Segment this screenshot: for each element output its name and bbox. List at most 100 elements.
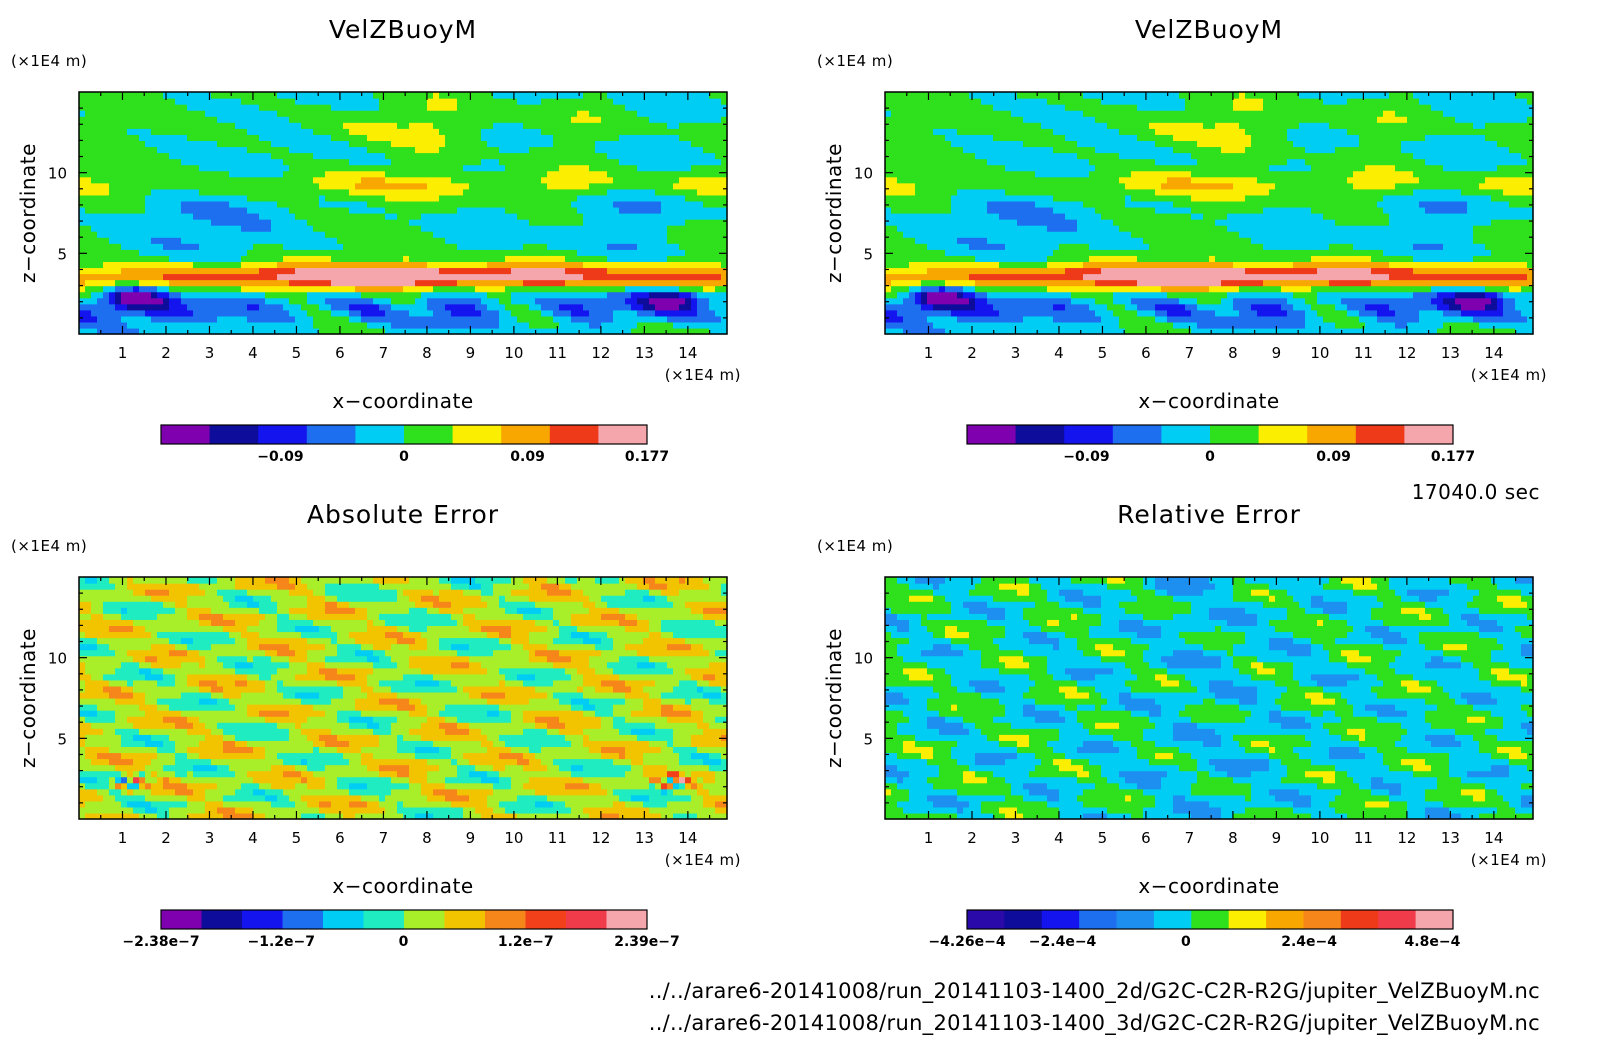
heatmap-cell [193,309,200,317]
heatmap-cell [885,285,892,293]
heatmap-cell [325,128,332,135]
heatmap-cell [631,255,638,262]
heatmap-cell [331,152,338,160]
heatmap-cell [367,200,374,208]
heatmap-cell [655,279,662,287]
heatmap-cell [325,98,332,105]
heatmap-cell [903,134,910,141]
heatmap-cell [151,134,158,141]
heatmap-cell [121,249,128,256]
heatmap-cell [517,291,524,299]
heatmap-cell [715,116,722,123]
heatmap-cell [595,98,602,105]
heatmap-cell [361,243,368,250]
heatmap-cell [199,122,206,129]
heatmap-cell [517,122,524,129]
heatmap-cell [469,158,476,166]
heatmap-cell [655,303,662,311]
heatmap-cell [921,200,928,208]
heatmap-cell [337,164,344,172]
heatmap-cell [697,206,704,214]
heatmap-cell [951,152,958,160]
heatmap-cell [187,273,194,281]
heatmap-cell [301,255,308,262]
heatmap-cell [175,176,182,184]
heatmap-cell [295,98,302,105]
heatmap-cell [505,182,512,190]
heatmap-cell [343,285,350,293]
heatmap-cell [625,122,632,129]
heatmap-cell [445,206,452,214]
heatmap-cell [397,116,404,123]
heatmap-cell [583,98,590,105]
heatmap-cell [517,182,524,190]
heatmap-cell [625,98,632,105]
heatmap-cell [715,146,722,154]
heatmap-cell [409,170,416,178]
heatmap-cell [625,249,632,256]
heatmap-cell [939,219,946,226]
heatmap-cell [379,309,386,317]
heatmap-cell [391,182,398,190]
heatmap-cell [271,231,278,238]
heatmap-cell [349,116,356,123]
heatmap-cell [589,291,596,299]
heatmap-cell [439,309,446,317]
heatmap-cell [355,213,362,220]
heatmap-cell [415,273,422,281]
heatmap-cell [511,194,518,202]
heatmap-cell [655,213,662,220]
heatmap-cell [637,243,644,250]
heatmap-cell [301,146,308,154]
heatmap-cell [715,285,722,293]
heatmap-cell [211,255,218,262]
heatmap-cell [541,285,548,293]
heatmap-cell [933,243,940,250]
heatmap-cell [933,152,940,160]
heatmap-cell [897,249,904,256]
heatmap-cell [607,285,614,293]
heatmap-cell [211,279,218,287]
heatmap-cell [511,110,518,117]
heatmap-cell [547,327,554,335]
heatmap-cell [109,291,116,299]
heatmap-cell [601,243,608,250]
heatmap-cell [181,92,188,99]
heatmap-cell [79,327,86,335]
heatmap-cell [625,206,632,214]
heatmap-cell [247,164,254,172]
heatmap-cell [541,279,548,287]
heatmap-cell [85,243,92,250]
heatmap-cell [355,182,362,190]
heatmap-cell [265,243,272,250]
heatmap-cell [691,249,698,256]
heatmap-cell [235,213,242,220]
heatmap-cell [295,243,302,250]
heatmap-cell [589,122,596,129]
heatmap-cell [619,140,626,148]
heatmap-cell [951,176,958,184]
heatmap-cell [319,225,326,232]
heatmap-cell [187,122,194,129]
heatmap-cell [133,225,140,232]
heatmap-cell [667,104,674,111]
heatmap-cell [469,134,476,141]
heatmap-cell [631,279,638,287]
heatmap-cell [199,110,206,117]
heatmap-cell [379,315,386,323]
heatmap-cell [133,200,140,208]
heatmap-cell [343,188,350,196]
heatmap-cell [957,285,964,293]
heatmap-cell [211,152,218,160]
heatmap-cell [331,98,338,105]
heatmap-cell [385,243,392,250]
heatmap-cell [133,164,140,172]
heatmap-cell [517,225,524,232]
heatmap-cell [571,152,578,160]
heatmap-cell [631,315,638,323]
heatmap-cell [553,255,560,262]
heatmap-cell [127,164,134,172]
heatmap-cell [379,219,386,226]
heatmap-cell [933,110,940,117]
heatmap-cell [541,122,548,129]
